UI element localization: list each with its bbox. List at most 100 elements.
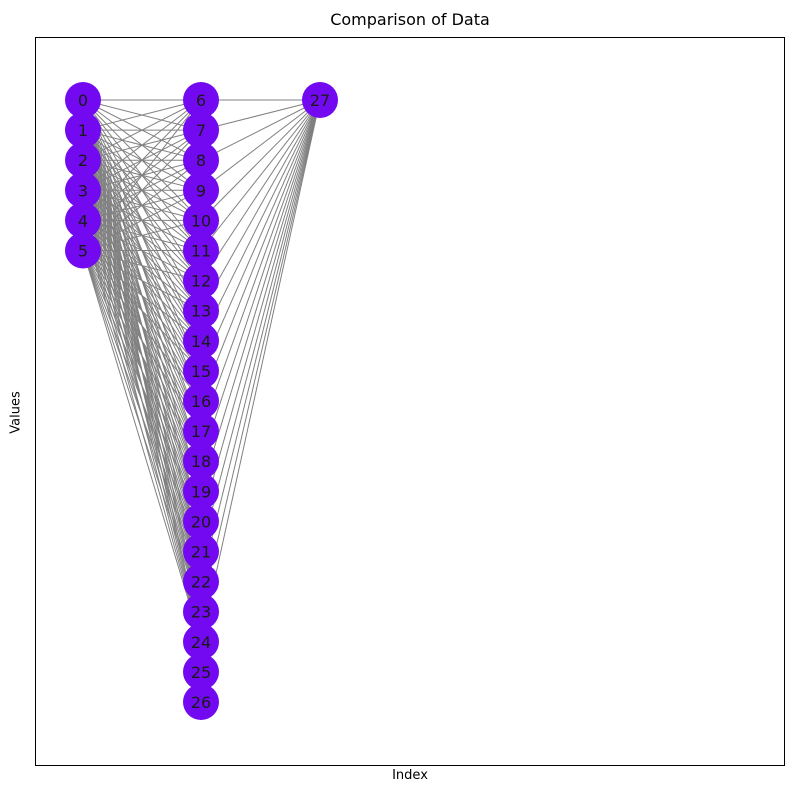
node-2: 2	[65, 142, 101, 179]
node-label: 9	[196, 181, 206, 200]
edge-27-23	[200, 99, 321, 612]
edge-4-6	[82, 99, 202, 221]
node-22: 22	[183, 563, 219, 600]
node-26: 26	[183, 684, 219, 720]
node-circle	[183, 322, 219, 359]
edge-5-13	[82, 250, 202, 312]
edge-27-16	[200, 99, 321, 402]
node-circle	[183, 142, 219, 179]
node-5: 5	[65, 232, 101, 269]
node-label: 12	[191, 272, 211, 291]
node-circle	[183, 232, 219, 269]
edge-27-18	[200, 99, 321, 462]
edge-27-14	[200, 99, 321, 342]
node-circle	[183, 593, 219, 630]
edge-5-22	[82, 250, 202, 582]
node-3: 3	[65, 172, 101, 209]
node-circle	[183, 413, 219, 450]
edge-27-10	[200, 99, 321, 221]
node-24: 24	[183, 623, 219, 660]
edge-27-7	[200, 99, 321, 131]
node-circle	[183, 533, 219, 570]
edge-27-19	[200, 99, 321, 492]
node-label: 11	[191, 242, 211, 261]
node-circle	[183, 262, 219, 299]
node-circle	[183, 473, 219, 510]
edge-5-19	[82, 250, 202, 492]
node-0: 0	[65, 82, 101, 118]
node-10: 10	[183, 202, 219, 239]
node-21: 21	[183, 533, 219, 570]
node-group: 0123456789101112131415161718192021222324…	[65, 82, 338, 720]
edge-5-10	[82, 219, 202, 251]
x-axis-label: Index	[392, 768, 428, 783]
edge-5-17	[82, 250, 202, 432]
edge-2-6	[82, 99, 202, 161]
plot-frame	[35, 37, 785, 766]
edge-27-11	[200, 99, 321, 251]
node-circle	[183, 202, 219, 239]
node-label: 13	[191, 302, 211, 321]
node-circle	[65, 142, 101, 179]
node-27: 27	[302, 82, 338, 118]
edge-5-16	[82, 250, 202, 402]
node-label: 10	[191, 211, 211, 230]
node-label: 21	[191, 543, 211, 562]
node-circle	[183, 292, 219, 329]
node-label: 3	[78, 181, 88, 200]
node-circle	[183, 684, 219, 720]
node-20: 20	[183, 503, 219, 540]
node-label: 24	[191, 633, 211, 652]
node-label: 25	[191, 663, 211, 682]
edge-5-6	[82, 99, 202, 251]
node-16: 16	[183, 383, 219, 419]
node-14: 14	[183, 322, 219, 359]
node-7: 7	[183, 112, 219, 149]
edge-5-14	[82, 250, 202, 342]
edge-5-23	[82, 250, 202, 612]
edge-27-12	[200, 99, 321, 281]
node-circle	[183, 653, 219, 690]
edge-5-9	[82, 189, 202, 251]
node-17: 17	[183, 413, 219, 450]
node-23: 23	[183, 593, 219, 630]
node-circle	[65, 232, 101, 269]
node-15: 15	[183, 352, 219, 389]
node-label: 19	[191, 482, 211, 501]
edge-5-24	[82, 250, 202, 642]
edge-5-15	[82, 250, 202, 372]
edge-5-12	[82, 250, 202, 282]
node-25: 25	[183, 653, 219, 690]
edge-27-9	[200, 99, 321, 191]
node-11: 11	[183, 232, 219, 269]
node-9: 9	[183, 172, 219, 209]
edge-27-22	[200, 99, 321, 582]
node-circle	[183, 563, 219, 600]
edge-27-17	[200, 99, 321, 432]
node-label: 0	[78, 91, 88, 110]
node-circle	[183, 383, 219, 419]
node-label: 27	[310, 91, 330, 110]
node-13: 13	[183, 292, 219, 329]
node-8: 8	[183, 142, 219, 179]
edge-27-15	[200, 99, 321, 372]
node-label: 26	[191, 693, 211, 712]
node-label: 17	[191, 422, 211, 441]
edge-27-21	[200, 99, 321, 552]
node-1: 1	[65, 112, 101, 149]
edge-5-18	[82, 250, 202, 462]
node-circle	[183, 172, 219, 209]
node-label: 18	[191, 452, 211, 471]
edge-27-20	[200, 99, 321, 522]
node-18: 18	[183, 443, 219, 480]
node-circle	[183, 82, 219, 118]
node-circle	[65, 172, 101, 209]
node-label: 22	[191, 573, 211, 592]
node-circle	[183, 112, 219, 149]
edge-27-24	[200, 99, 321, 642]
node-label: 4	[78, 211, 88, 230]
node-label: 16	[191, 392, 211, 411]
edge-5-7	[82, 129, 202, 251]
node-circle	[183, 623, 219, 660]
